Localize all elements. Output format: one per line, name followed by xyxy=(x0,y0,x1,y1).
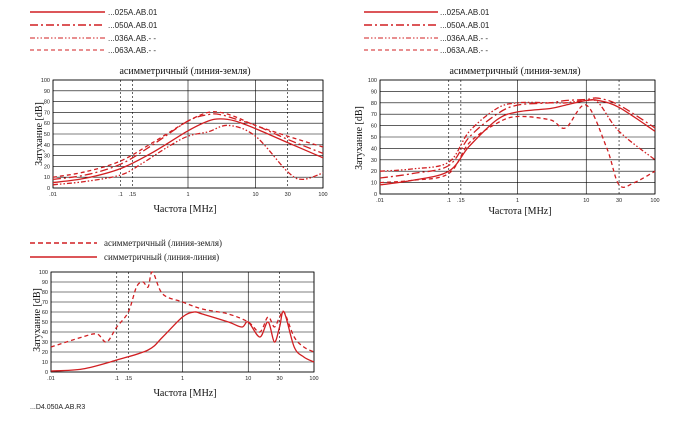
x-tick-label: .15 xyxy=(129,192,137,198)
x-tick-label: 30 xyxy=(285,192,291,198)
y-tick-label: 90 xyxy=(42,280,48,286)
series-line-1 xyxy=(50,310,315,372)
y-tick-label: 100 xyxy=(368,78,377,84)
series-line-3 xyxy=(52,110,324,178)
y-tick-label: 80 xyxy=(371,101,377,107)
legend-2: ...025A.AB.01 ...050A.AB.01 ...036A.AB.-… xyxy=(364,8,490,55)
y-tick-label: 10 xyxy=(371,181,377,187)
legend-2-label-3: ...063A.AB.- - xyxy=(440,46,488,55)
y-tick-label: 40 xyxy=(42,330,48,336)
legend-3-label-1: симметричный (линия-линия) xyxy=(104,252,219,262)
y-tick-label: 10 xyxy=(42,360,48,366)
y-tick-label: 70 xyxy=(42,300,48,306)
y-tick-label: 60 xyxy=(42,310,48,316)
x-tick-label: .01 xyxy=(376,198,384,204)
y-tick-label: 0 xyxy=(374,192,377,198)
chart-1-plot: 0 10 20 30 40 50 60 70 80 90 100 .01 .1 .15 1 10 30 100 xyxy=(41,78,328,198)
series-line-0 xyxy=(52,118,324,184)
x-tick-label: 100 xyxy=(309,376,318,382)
chart-3-ylabel: Затухание [dB] xyxy=(32,288,43,352)
chart-2-svg: ...025A.AB.01 ...050A.AB.01 ...036A.AB.-… xyxy=(354,8,660,217)
x-tick-label: 10 xyxy=(245,376,251,382)
y-tick-label: 10 xyxy=(44,175,50,181)
x-tick-label: .1 xyxy=(118,192,123,198)
chart-2-xlabel: Частота [MHz] xyxy=(488,206,551,217)
x-tick-label: 1 xyxy=(181,376,184,382)
chart-1-xlabel: Частота [MHz] xyxy=(153,204,216,215)
legend-1-label-0: ...025A.AB.01 xyxy=(108,8,158,17)
legend-1-label-3: ...063A.AB.- - xyxy=(108,46,156,55)
x-tick-label: 100 xyxy=(318,192,327,198)
series-line-2 xyxy=(379,99,656,172)
x-tick-label: .1 xyxy=(114,376,119,382)
chart-panel-3: асимметричный (линия-земля) симметричный… xyxy=(0,230,340,402)
y-tick-label: 50 xyxy=(42,320,48,326)
y-tick-label: 90 xyxy=(371,89,377,95)
x-tick-label: 100 xyxy=(650,198,659,204)
series-line-0 xyxy=(50,271,315,353)
y-tick-label: 100 xyxy=(41,78,50,84)
y-tick-label: 70 xyxy=(44,110,50,116)
y-tick-label: 30 xyxy=(371,158,377,164)
product-code-footer: ...D4.050A.AB.R3 xyxy=(30,404,86,411)
chart-2-title: асимметричный (линия-земля) xyxy=(449,66,580,77)
y-tick-label: 50 xyxy=(371,135,377,141)
y-tick-label: 100 xyxy=(39,270,48,276)
y-tick-label: 20 xyxy=(371,169,377,175)
x-tick-label: .01 xyxy=(47,376,55,382)
series-line-1 xyxy=(52,113,324,181)
y-tick-label: 80 xyxy=(42,290,48,296)
x-tick-label: .01 xyxy=(49,192,57,198)
x-tick-label: 30 xyxy=(616,198,622,204)
x-tick-label: .15 xyxy=(124,376,132,382)
series-line-0 xyxy=(379,99,656,186)
y-tick-label: 80 xyxy=(44,100,50,106)
chart-3-svg: асимметричный (линия-земля) симметричный… xyxy=(30,238,319,399)
y-tick-label: 60 xyxy=(44,121,50,127)
y-tick-label: 20 xyxy=(44,164,50,170)
legend-3-label-0: асимметричный (линия-земля) xyxy=(104,238,222,248)
x-tick-label: 10 xyxy=(252,192,258,198)
x-tick-label: 1 xyxy=(186,192,189,198)
chart-panel-1: ...025A.AB.01 ...050A.AB.01 ...036A.AB.-… xyxy=(0,0,340,230)
chart-3-plot: 0 10 20 30 40 50 60 70 80 90 100 .01 .1 .15 1 10 30 100 xyxy=(39,270,319,382)
legend-2-label-2: ...036A.AB.- - xyxy=(440,34,488,43)
y-tick-label: 20 xyxy=(42,350,48,356)
y-tick-label: 40 xyxy=(371,146,377,152)
x-tick-label: 10 xyxy=(583,198,589,204)
series-line-2 xyxy=(52,124,324,186)
y-tick-label: 90 xyxy=(44,89,50,95)
chart-panel-2: ...025A.AB.01 ...050A.AB.01 ...036A.AB.-… xyxy=(340,0,680,230)
y-tick-label: 0 xyxy=(45,370,48,376)
x-tick-label: 30 xyxy=(277,376,283,382)
x-tick-label: .15 xyxy=(457,198,465,204)
chart-2-ylabel: Затухание [dB] xyxy=(354,106,365,170)
chart-3-xlabel: Частота [MHz] xyxy=(153,388,216,399)
y-tick-label: 30 xyxy=(44,154,50,160)
legend-1-label-1: ...050A.AB.01 xyxy=(108,21,158,30)
legend-1: ...025A.AB.01 ...050A.AB.01 ...036A.AB.-… xyxy=(30,8,158,55)
legend-2-label-1: ...050A.AB.01 xyxy=(440,21,490,30)
chart-1-svg: ...025A.AB.01 ...050A.AB.01 ...036A.AB.-… xyxy=(30,8,328,215)
y-tick-label: 0 xyxy=(47,186,50,192)
y-tick-label: 40 xyxy=(44,143,50,149)
y-tick-label: 30 xyxy=(42,340,48,346)
chart-1-ylabel: Затухание [dB] xyxy=(34,102,45,166)
chart-2-plot: 0 10 20 30 40 50 60 70 80 90 100 .01 .1 .15 1 10 30 100 xyxy=(368,78,660,204)
legend-3: асимметричный (линия-земля) симметричный… xyxy=(30,238,222,262)
legend-1-label-2: ...036A.AB.- - xyxy=(108,34,156,43)
x-tick-label: .1 xyxy=(446,198,451,204)
chart-1-title: асимметричный (линия-земля) xyxy=(119,66,250,77)
y-tick-label: 60 xyxy=(371,124,377,130)
y-tick-label: 70 xyxy=(371,112,377,118)
x-tick-label: 1 xyxy=(516,198,519,204)
legend-2-label-0: ...025A.AB.01 xyxy=(440,8,490,17)
series-line-1 xyxy=(379,97,656,179)
y-tick-label: 50 xyxy=(44,132,50,138)
